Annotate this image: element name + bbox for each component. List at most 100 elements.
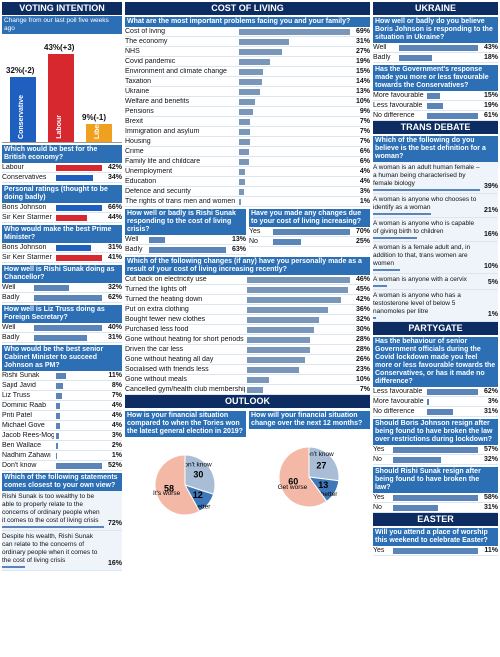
bar — [56, 432, 59, 439]
bar — [239, 38, 289, 45]
category-label: Boris Johnson — [2, 243, 47, 251]
bar — [247, 306, 328, 313]
bar-row: Gone without meals 10% — [125, 375, 370, 385]
column-plot: Conservative 32%(-2) Labour 43%(+3) Liberal … — [2, 34, 122, 143]
section-header: EASTER — [373, 513, 498, 526]
value-label: 62% — [107, 293, 122, 301]
category-label: NHS — [125, 47, 140, 55]
bar-track — [149, 246, 226, 253]
bar-track — [239, 118, 350, 125]
value-label: 1% — [359, 197, 370, 205]
value-label: 41% — [107, 253, 122, 261]
category-label: Badly — [2, 333, 20, 341]
category-label: Well — [2, 283, 16, 291]
bar-row: No 31% — [373, 503, 498, 513]
question: How well or badly is Rishi Sunak respond… — [125, 209, 246, 235]
value-label: 42% — [107, 163, 122, 171]
bar-row: Put on extra clothing 36% — [125, 305, 370, 315]
column-middle: COST OF LIVING What are the most importan… — [125, 2, 370, 529]
bar-row: Nadhim Zahawi 1% — [2, 451, 122, 461]
value-label: 4% — [359, 177, 370, 185]
value-label: 44% — [107, 213, 122, 221]
bar — [373, 317, 376, 319]
statement-text: A woman is anyone who has a testosterone… — [373, 292, 461, 315]
category-label: Less favourable — [373, 101, 423, 109]
value-label: 10% — [355, 375, 370, 383]
panel: Will you attend a place of worship this … — [373, 528, 498, 556]
category-label: The rights of trans men and women — [125, 197, 236, 205]
value-label: 2% — [111, 441, 122, 449]
bar — [34, 294, 102, 301]
value-label: 46% — [355, 275, 370, 283]
bar-row: Sajid Javid 8% — [2, 381, 122, 391]
bar-row: Boris Johnson 31% — [2, 243, 122, 253]
bar — [273, 228, 350, 235]
bar-track — [239, 128, 350, 135]
value-label: 7% — [111, 391, 122, 399]
bar-row: No difference 61% — [373, 111, 498, 121]
bar — [273, 238, 301, 245]
category-label: Badly — [2, 293, 20, 301]
bar-track — [239, 188, 350, 195]
bar — [373, 189, 480, 191]
column-left: VOTING INTENTION Change from our last pol… — [2, 2, 122, 571]
slice-label: Don't know — [180, 462, 212, 469]
category-label: Michael Gove — [2, 421, 45, 429]
category-label: Education — [125, 177, 157, 185]
category-label: Well — [2, 323, 16, 331]
bar-row: Badly 62% — [2, 293, 122, 303]
bar-track — [247, 366, 350, 373]
bar-track — [239, 88, 350, 95]
bar — [56, 392, 63, 399]
bar — [56, 244, 91, 251]
category-label: Yes — [373, 493, 385, 501]
category-label: Liberal Democrats — [94, 77, 101, 139]
section-header: TRANS DEBATE — [373, 121, 498, 134]
bar — [239, 88, 260, 95]
pie-slice — [154, 454, 201, 516]
statement: Despite his wealth, Rishi Sunak can rela… — [2, 533, 104, 568]
value-label: 1% — [111, 451, 122, 459]
statement: A woman is an adult human female – a hum… — [373, 164, 480, 191]
value-label: 8% — [111, 381, 122, 389]
question: How well is Liz Truss doing as Foreign S… — [2, 305, 122, 323]
bar — [373, 285, 387, 287]
value-label: 31% — [355, 37, 370, 45]
subtitle: Change from our last poll five weeks ago — [2, 16, 122, 34]
bar-track — [56, 382, 102, 389]
bar — [56, 174, 94, 181]
bar — [56, 214, 87, 221]
bar — [247, 326, 315, 333]
pie-slice — [278, 446, 328, 508]
value-label: 26% — [355, 355, 370, 363]
panel-group: How well or badly is Rishi Sunak respond… — [125, 207, 370, 255]
category-label: Cut back on electricity use — [125, 275, 207, 283]
bar — [56, 372, 66, 379]
bar — [247, 346, 310, 353]
bar-track — [239, 158, 350, 165]
category-label: Housing — [125, 137, 151, 145]
category-label: Gone without heating for short periods — [125, 335, 244, 343]
bar — [34, 334, 87, 341]
bar-track — [34, 334, 102, 341]
panel: How well is Liz Truss doing as Foreign S… — [2, 305, 122, 343]
question: How is your financial situation compared… — [125, 411, 246, 437]
value-label: 43%(+3) — [44, 43, 75, 52]
bar-track — [247, 306, 350, 313]
bar-track — [56, 372, 102, 379]
bar-track — [399, 54, 478, 61]
category-label: Labour — [2, 163, 24, 171]
bar-row: Cancelled gym/health club membership 7% — [125, 385, 370, 395]
bar-row: Education 4% — [125, 177, 370, 187]
value-label: 43% — [483, 43, 498, 51]
value-label: 11% — [484, 546, 498, 554]
category-label: Ben Wallace — [2, 441, 42, 449]
bar-track — [399, 44, 478, 51]
value-label: 16% — [107, 560, 122, 567]
question: How well or badly do you believe Boris J… — [373, 17, 498, 43]
category-label: Driven the car less — [125, 345, 183, 353]
bar-row: Badly 31% — [2, 333, 122, 343]
bar-track — [239, 28, 350, 35]
bar — [373, 237, 417, 239]
category-label: Crime — [125, 147, 144, 155]
